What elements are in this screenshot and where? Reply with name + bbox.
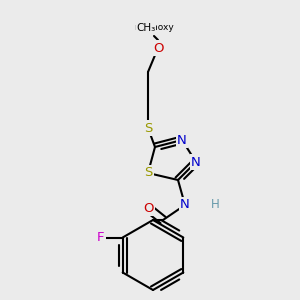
Text: CH₃: CH₃ (136, 23, 156, 33)
Text: N: N (177, 134, 187, 146)
Text: O: O (143, 202, 153, 214)
Text: F: F (97, 231, 104, 244)
Text: N: N (180, 199, 190, 212)
Text: H: H (211, 199, 219, 212)
Text: S: S (144, 167, 152, 179)
Text: methoxy: methoxy (134, 23, 174, 32)
Text: N: N (191, 155, 201, 169)
Text: S: S (144, 122, 152, 134)
Text: O: O (153, 41, 163, 55)
